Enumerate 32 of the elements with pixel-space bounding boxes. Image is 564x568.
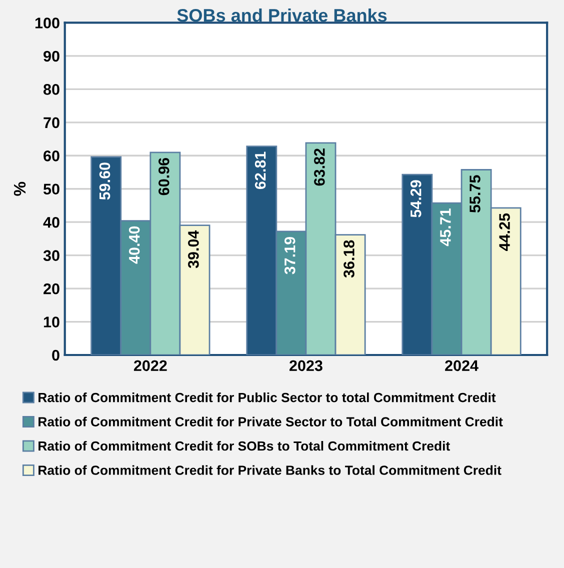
- data-label: 54.29: [410, 180, 422, 218]
- data-label: 63.82: [314, 148, 325, 186]
- x-tick-label: 2024: [445, 360, 478, 372]
- data-label: 60.96: [158, 158, 170, 196]
- data-label: 59.60: [99, 162, 110, 200]
- chart-title: SOBs and Private Banks: [177, 8, 387, 22]
- x-tick-label: 2023: [290, 360, 322, 372]
- data-label: 37.19: [284, 236, 296, 274]
- legend-label: Ratio of Commitment Credit for Private Banks to Total Commitment Credit: [38, 465, 502, 475]
- legend-label: Ratio of Commitment Credit for SOBs to Total Commitment Credit: [38, 440, 450, 451]
- y-tick-label: 70: [44, 117, 60, 128]
- y-tick-label: 10: [44, 316, 60, 328]
- y-tick-label: 40: [43, 216, 60, 228]
- y-tick-label: 20: [44, 283, 60, 294]
- data-label: 44.25: [499, 213, 510, 251]
- y-tick-label: 50: [43, 184, 60, 195]
- data-label: 45.71: [440, 208, 451, 246]
- legend-label: Ratio of Commitment Credit for Public Sector to total Commitment Credit: [38, 392, 496, 402]
- data-label: 39.04: [188, 230, 199, 268]
- data-label: 36.18: [344, 240, 354, 278]
- data-label: 40.40: [128, 226, 140, 264]
- y-axis-title: %: [14, 182, 26, 196]
- y-tick-label: 30: [43, 250, 60, 262]
- y-tick-label: 90: [44, 50, 60, 62]
- data-label: 55.75: [470, 175, 480, 212]
- legend-label: Ratio of Commitment Credit for Private Sector to Total Commitment Credit: [38, 416, 503, 426]
- y-tick-label: 80: [43, 84, 60, 95]
- y-tick-label: 60: [44, 150, 60, 162]
- y-tick-label: 0: [52, 350, 60, 361]
- y-tick-label: 100: [35, 18, 60, 28]
- data-label: 62.81: [254, 152, 266, 189]
- x-tick-label: 2022: [134, 360, 167, 372]
